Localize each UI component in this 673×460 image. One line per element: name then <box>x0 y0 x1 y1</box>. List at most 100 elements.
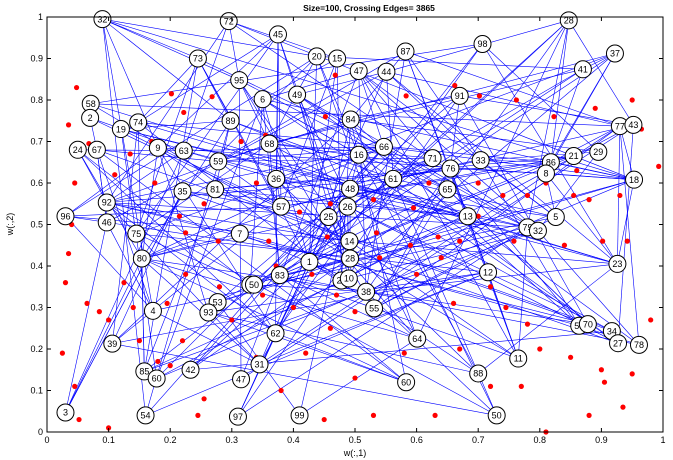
node-label-52: 46 <box>102 218 112 228</box>
graph-edge-254 <box>358 154 619 344</box>
node-circle-57 <box>127 224 146 243</box>
red-point-13 <box>476 93 483 99</box>
graph-edge-54 <box>358 70 519 359</box>
graph-node-47: 92 <box>97 193 116 212</box>
graph-edge-5 <box>102 19 154 311</box>
graph-edge-140 <box>545 173 635 180</box>
node-label-86: 42 <box>186 365 196 375</box>
red-point-57 <box>373 230 380 236</box>
node-label-75: 62 <box>271 328 281 338</box>
node-label-33: 59 <box>213 157 223 167</box>
node-label-47: 92 <box>102 198 112 208</box>
node-label-40: 61 <box>388 174 398 184</box>
node-circle-13 <box>230 71 249 90</box>
node-circle-8 <box>605 44 624 63</box>
graph-node-4: 98 <box>473 34 492 53</box>
x-tick-label-0: 0 <box>44 435 49 445</box>
y-tick-label-4: 0.4 <box>30 261 43 271</box>
red-point-49 <box>130 304 136 311</box>
graph-node-94: 99 <box>290 406 309 425</box>
node-circle-16 <box>253 90 272 109</box>
red-point-73 <box>487 284 494 290</box>
graph-edge-310 <box>111 122 139 344</box>
graph-edge-216 <box>156 284 251 379</box>
node-circle-77 <box>578 315 597 334</box>
node-label-5: 20 <box>312 52 322 62</box>
node-circle-67 <box>244 275 263 294</box>
graph-edge-15 <box>190 20 569 370</box>
red-point-3 <box>168 91 175 97</box>
red-point-77 <box>377 255 383 261</box>
graph-edge-324 <box>106 146 385 203</box>
red-point-105 <box>432 412 438 418</box>
node-label-21: 89 <box>226 116 236 126</box>
node-label-14: 91 <box>455 91 465 101</box>
graph-node-95: 50 <box>487 406 506 425</box>
node-label-85: 85 <box>139 367 149 377</box>
graph-edge-198 <box>106 202 350 242</box>
node-label-78: 34 <box>607 326 617 336</box>
graph-edge-0 <box>102 18 199 59</box>
node-circle-22 <box>341 110 360 129</box>
node-circle-31 <box>374 137 393 156</box>
graph-edge-103 <box>96 149 407 383</box>
graph-edge-161 <box>106 202 528 228</box>
node-circle-10 <box>349 61 368 80</box>
graph-node-34: 71 <box>423 149 442 168</box>
node-circle-24 <box>624 115 643 134</box>
graph-edge-194 <box>106 202 240 234</box>
node-label-6: 15 <box>332 54 342 64</box>
graph-node-26: 67 <box>87 140 106 159</box>
graph-node-33: 59 <box>209 152 228 171</box>
node-label-87: 88 <box>473 369 483 379</box>
graph-edge-108 <box>183 150 277 180</box>
graph-node-73: 55 <box>365 299 384 318</box>
node-circle-56 <box>528 221 547 240</box>
graph-node-88: 60 <box>147 369 166 388</box>
red-point-104 <box>401 350 407 356</box>
node-label-15: 58 <box>86 99 96 109</box>
node-circle-89 <box>397 373 416 392</box>
red-point-103 <box>370 412 377 418</box>
red-point-38 <box>152 180 158 186</box>
node-circle-43 <box>206 180 225 199</box>
node-circle-49 <box>319 208 338 227</box>
graph-edge-250 <box>299 338 418 416</box>
graph-edge-136 <box>550 53 616 163</box>
y-tick-label-9: 0.9 <box>30 54 43 64</box>
node-label-4: 98 <box>478 39 488 49</box>
node-label-71: 53 <box>213 297 223 307</box>
red-point-66 <box>629 371 635 377</box>
graph-edge-169 <box>328 119 351 218</box>
node-label-35: 33 <box>476 155 486 165</box>
graph-edge-181 <box>182 191 468 217</box>
x-tick-label-4: 0.4 <box>287 435 300 445</box>
graph-node-62: 28 <box>341 249 360 268</box>
node-label-79: 64 <box>412 334 422 344</box>
graph-edge-274 <box>156 99 263 379</box>
graph-edge-182 <box>279 216 556 276</box>
red-point-9 <box>332 72 338 78</box>
graph-edge-318 <box>480 160 580 326</box>
graph-edge-141 <box>545 173 618 265</box>
node-label-2: 28 <box>564 16 574 26</box>
node-label-62: 28 <box>345 254 355 264</box>
red-point-60 <box>457 238 463 244</box>
graph-edge-98 <box>617 124 634 344</box>
graph-edge-174 <box>65 147 159 217</box>
node-circle-81 <box>609 334 628 353</box>
node-label-11: 44 <box>381 67 391 77</box>
graph-edge-276 <box>141 258 407 383</box>
red-point-40 <box>127 151 133 157</box>
graph-node-83: 11 <box>509 349 528 368</box>
graph-edge-90 <box>350 119 599 153</box>
node-label-20: 19 <box>116 124 126 134</box>
graph-edge-329 <box>136 58 199 234</box>
graph-edge-177 <box>96 149 108 223</box>
graph-edge-78 <box>89 117 350 242</box>
red-point-99 <box>278 387 284 394</box>
graph-node-50: 26 <box>338 197 357 216</box>
node-circle-69 <box>339 269 358 288</box>
node-circle-51 <box>56 207 75 226</box>
node-circle-64 <box>479 263 498 282</box>
